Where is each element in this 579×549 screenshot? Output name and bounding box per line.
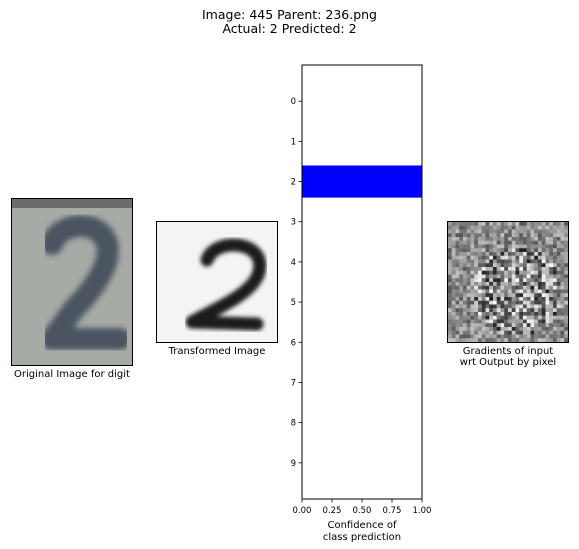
y-tick-label: 3 [291, 218, 296, 228]
y-tick-label: 4 [291, 258, 296, 268]
y-tick-label: 2 [291, 178, 296, 188]
figure-title-line2: Actual: 2 Predicted: 2 [222, 21, 357, 36]
original-digit-graphic [41, 215, 131, 350]
plot-frame [301, 64, 423, 500]
x-tick-label: 0.25 [323, 506, 342, 516]
y-tick-label: 7 [291, 378, 296, 388]
x-axis-label-line1: Confidence of [327, 520, 397, 531]
y-tick-label: 1 [291, 137, 296, 147]
x-axis-label-line2: class prediction [323, 532, 401, 543]
x-tick-label: 1.00 [413, 506, 432, 516]
gradients-panel [447, 221, 569, 343]
transformed-image-caption: Transformed Image [168, 346, 266, 357]
x-tick-label: 0.00 [293, 506, 312, 516]
y-tick-label: 6 [291, 338, 296, 348]
original-image-caption: Original Image for digit [14, 369, 130, 380]
gradients-caption-line1: Gradients of input [462, 346, 554, 357]
gradients-caption-line2: wrt Output by pixel [459, 357, 557, 368]
original-image-panel [11, 198, 133, 366]
x-tick-label: 0.50 [353, 506, 372, 516]
x-tick-label: 0.75 [383, 506, 402, 516]
y-tick-label: 8 [291, 419, 296, 429]
y-tick-label: 5 [291, 298, 296, 308]
figure-title-line1: Image: 445 Parent: 236.png [202, 7, 377, 22]
y-tick-label: 9 [291, 459, 296, 469]
transformed-image-panel [156, 221, 278, 343]
transformed-digit-graphic [185, 238, 267, 331]
y-tick-label: 0 [291, 97, 296, 107]
gradient-noise-graphic [448, 222, 568, 342]
bar-class-2 [302, 165, 422, 198]
